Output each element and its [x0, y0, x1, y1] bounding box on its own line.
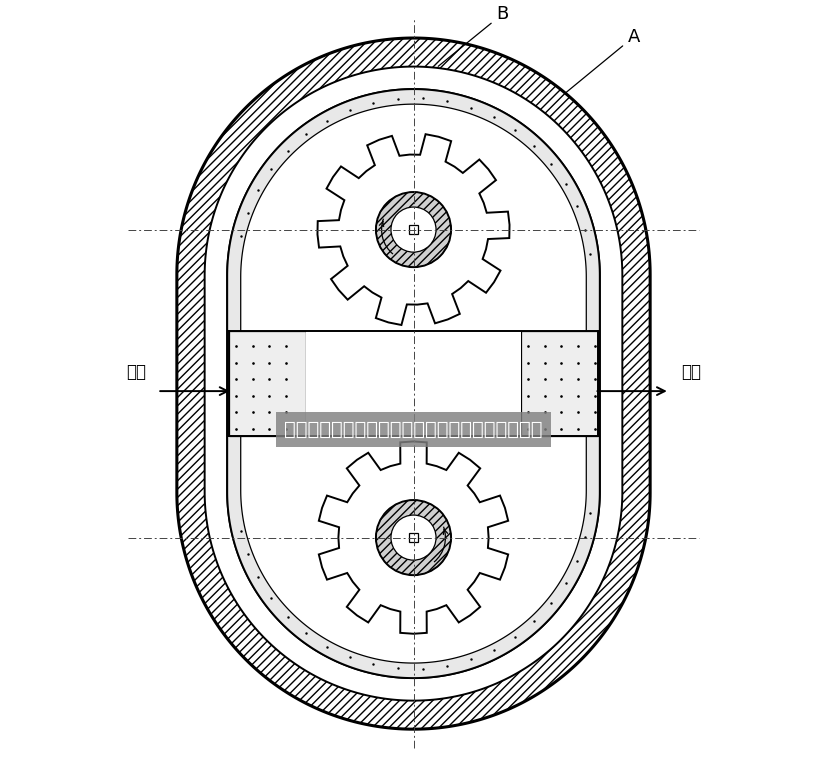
- Polygon shape: [227, 89, 600, 678]
- Circle shape: [376, 500, 451, 575]
- Circle shape: [391, 515, 436, 560]
- Bar: [306, 331, 521, 436]
- Bar: [521, 331, 598, 436]
- Text: 吸油: 吸油: [681, 363, 701, 381]
- Text: 力士乐疫情力士乐应对疫情的关键措施与策略分析: 力士乐疫情力士乐应对疫情的关键措施与策略分析: [284, 421, 543, 439]
- Polygon shape: [204, 66, 623, 700]
- Text: A: A: [566, 27, 640, 93]
- Polygon shape: [227, 89, 600, 678]
- Bar: [409, 225, 418, 234]
- Polygon shape: [241, 104, 586, 663]
- Polygon shape: [319, 441, 508, 634]
- Circle shape: [376, 192, 451, 267]
- Polygon shape: [177, 38, 650, 729]
- Text: 压油: 压油: [126, 363, 146, 381]
- Text: B: B: [438, 5, 509, 66]
- Bar: [409, 533, 418, 542]
- Circle shape: [391, 207, 436, 252]
- Bar: [229, 331, 306, 436]
- Polygon shape: [318, 134, 509, 325]
